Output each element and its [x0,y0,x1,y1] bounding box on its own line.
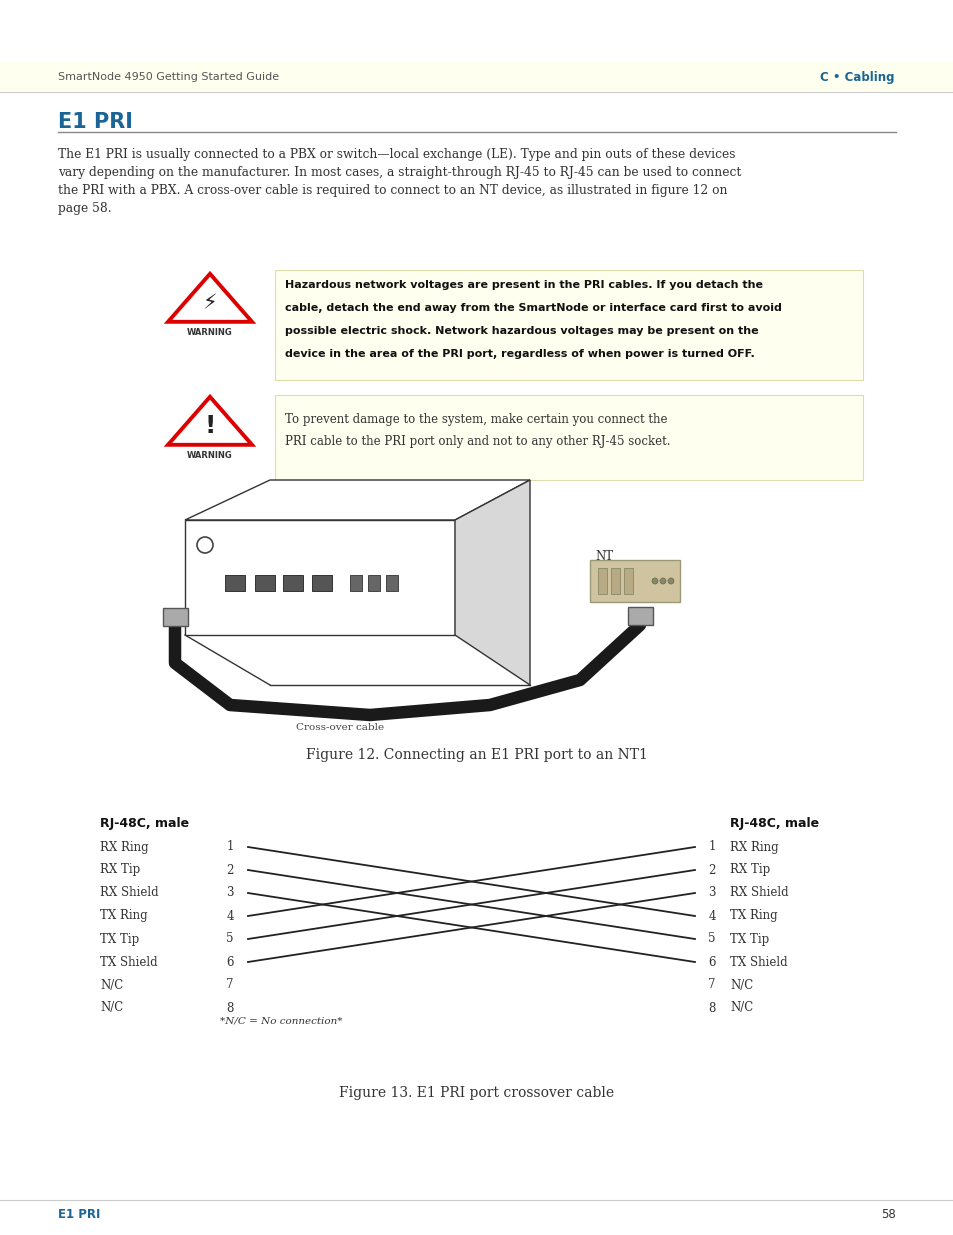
Text: 7: 7 [707,978,715,992]
Text: 5: 5 [707,932,715,946]
Text: RX Ring: RX Ring [729,841,778,853]
Text: NT: NT [595,550,613,563]
Text: RJ-48C, male: RJ-48C, male [729,818,819,830]
Text: 58: 58 [881,1209,895,1221]
Text: 3: 3 [226,887,233,899]
Circle shape [659,578,665,584]
Text: To prevent damage to the system, make certain you connect the: To prevent damage to the system, make ce… [285,412,667,426]
Circle shape [667,578,673,584]
FancyBboxPatch shape [610,568,619,594]
Text: 1: 1 [707,841,715,853]
Text: RX Ring: RX Ring [100,841,149,853]
Text: TX Shield: TX Shield [729,956,787,968]
Text: TX Tip: TX Tip [100,932,139,946]
Text: 4: 4 [707,909,715,923]
Text: N/C: N/C [100,1002,123,1014]
Text: WARNING: WARNING [187,451,233,459]
Text: PRI cable to the PRI port only and not to any other RJ-45 socket.: PRI cable to the PRI port only and not t… [285,435,670,448]
Text: the PRI with a PBX. A cross-over cable is required to connect to an NT device, a: the PRI with a PBX. A cross-over cable i… [58,184,727,198]
FancyBboxPatch shape [274,270,862,380]
Text: 2: 2 [707,863,715,877]
FancyBboxPatch shape [283,576,303,592]
Text: WARNING: WARNING [187,327,233,337]
Text: vary depending on the manufacturer. In most cases, a straight-through RJ-45 to R: vary depending on the manufacturer. In m… [58,165,740,179]
Text: RX Shield: RX Shield [729,887,788,899]
Text: 1: 1 [226,841,233,853]
Text: 5: 5 [226,932,233,946]
Text: N/C: N/C [100,978,123,992]
Text: TX Ring: TX Ring [729,909,777,923]
Text: TX Tip: TX Tip [729,932,768,946]
Circle shape [196,537,213,553]
FancyBboxPatch shape [589,559,679,601]
FancyBboxPatch shape [368,576,379,592]
Text: N/C: N/C [729,978,753,992]
Text: 8: 8 [707,1002,715,1014]
FancyBboxPatch shape [598,568,606,594]
Text: *N/C = No connection*: *N/C = No connection* [220,1016,342,1025]
FancyBboxPatch shape [350,576,361,592]
Polygon shape [185,520,455,635]
Text: 3: 3 [707,887,715,899]
Text: 2: 2 [226,863,233,877]
FancyBboxPatch shape [0,62,953,91]
Polygon shape [168,396,252,445]
Text: 4: 4 [226,909,233,923]
FancyBboxPatch shape [312,576,332,592]
Text: E1 PRI: E1 PRI [58,112,132,132]
FancyBboxPatch shape [386,576,397,592]
Text: SmartNode 4950 Getting Started Guide: SmartNode 4950 Getting Started Guide [58,72,279,82]
Text: !: ! [204,414,215,438]
Text: E1 PRI: E1 PRI [58,1209,100,1221]
Text: Hazardous network voltages are present in the PRI cables. If you detach the: Hazardous network voltages are present i… [285,280,762,290]
Text: C • Cabling: C • Cabling [820,70,894,84]
Text: Figure 13. E1 PRI port crossover cable: Figure 13. E1 PRI port crossover cable [339,1086,614,1100]
FancyBboxPatch shape [623,568,633,594]
Text: N/C: N/C [729,1002,753,1014]
Text: 6: 6 [226,956,233,968]
Text: RJ-48C, male: RJ-48C, male [100,818,189,830]
Text: page 58.: page 58. [58,203,112,215]
Text: The E1 PRI is usually connected to a PBX or switch—local exchange (LE). Type and: The E1 PRI is usually connected to a PBX… [58,148,735,161]
Polygon shape [455,480,530,685]
FancyBboxPatch shape [274,395,862,480]
FancyBboxPatch shape [163,608,188,626]
FancyBboxPatch shape [627,606,652,625]
Text: TX Ring: TX Ring [100,909,148,923]
Text: 6: 6 [707,956,715,968]
Text: RX Shield: RX Shield [100,887,158,899]
Text: device in the area of the PRI port, regardless of when power is turned OFF.: device in the area of the PRI port, rega… [285,350,754,359]
FancyBboxPatch shape [254,576,274,592]
Polygon shape [168,274,252,322]
Text: RX Tip: RX Tip [729,863,769,877]
Text: ⚡: ⚡ [202,293,217,312]
Text: Figure 12. Connecting an E1 PRI port to an NT1: Figure 12. Connecting an E1 PRI port to … [306,748,647,762]
Text: possible electric shock. Network hazardous voltages may be present on the: possible electric shock. Network hazardo… [285,326,758,336]
Text: TX Shield: TX Shield [100,956,157,968]
Text: 8: 8 [226,1002,233,1014]
Text: cable, detach the end away from the SmartNode or interface card first to avoid: cable, detach the end away from the Smar… [285,303,781,312]
Text: 7: 7 [226,978,233,992]
Circle shape [651,578,658,584]
Text: RX Tip: RX Tip [100,863,140,877]
Text: Cross-over cable: Cross-over cable [295,722,384,732]
FancyBboxPatch shape [225,576,245,592]
Polygon shape [185,480,530,520]
